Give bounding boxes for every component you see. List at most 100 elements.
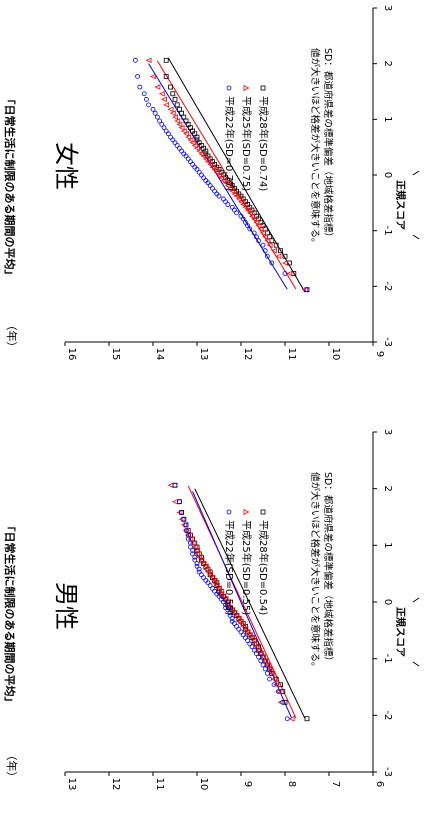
point-triangle [158, 90, 165, 97]
score-tick-label: -1 [382, 226, 393, 236]
point-triangle [275, 253, 282, 260]
score-tick-label: 2 [382, 485, 393, 491]
legend-marker-1 [243, 84, 250, 92]
legend: 平成28年(SD=0.54) 平成25年(SD=0.55) 平成22年(SD=0.5… [223, 508, 270, 615]
point-circle [229, 204, 235, 210]
point-circle [172, 140, 178, 146]
point-triangle [163, 102, 170, 108]
point-square [282, 253, 288, 259]
legend-label: 平成28年(SD=0.54) [257, 520, 270, 615]
point-square [163, 74, 169, 79]
point-circle [284, 716, 290, 722]
point-circle [229, 618, 235, 624]
point-triangle [282, 260, 288, 266]
point-triangle [262, 658, 269, 664]
score-tick-label: -3 [382, 337, 393, 347]
point-circle [275, 689, 281, 694]
point-circle [132, 57, 138, 63]
point-circle [183, 522, 189, 528]
point-circle [253, 651, 259, 656]
sd-note-line: 値が大きいほど格差が大きいことを意味する。 [309, 472, 321, 672]
legend-triangle [243, 508, 250, 516]
point-triangle [185, 532, 192, 538]
sd-note-line: 値が大きいほど格差が大きいことを意味する。 [309, 48, 321, 248]
legend-triangle [243, 84, 250, 92]
legend-label: 平成25年(SD=0.75) [240, 96, 253, 191]
point-square [174, 102, 180, 108]
point-square [194, 137, 200, 143]
point-triangle [288, 715, 295, 722]
chart-1: 910111213141516-3-2-10123平成28年(SD=0.74)平… [3, 5, 420, 361]
point-square [304, 716, 310, 722]
point-circle [247, 641, 253, 647]
point-circle [190, 551, 196, 557]
score-tick-label: 1 [382, 542, 393, 548]
value-tick-label: 14 [154, 348, 165, 361]
point-triangle [169, 110, 176, 117]
point-circle [269, 260, 275, 266]
score-tick-label: -2 [382, 710, 393, 720]
point-circle [253, 234, 259, 240]
point-triangle [251, 641, 258, 647]
point-square [170, 91, 176, 97]
legend: 平成28年(SD=0.74) 平成25年(SD=0.75) 平成22年(SD=0.7… [223, 84, 270, 191]
value-tick-label: 8 [286, 781, 297, 787]
point-circle [174, 143, 180, 148]
point-circle [225, 202, 231, 207]
axis-title-bracket [412, 170, 420, 240]
point-circle [220, 196, 226, 202]
point-square [168, 84, 174, 90]
legend-label: 平成22年(SD=0.55) [223, 520, 236, 615]
legend-marker-1 [243, 508, 250, 516]
point-circle [247, 226, 253, 232]
point-triangle [161, 96, 167, 103]
point-circle [192, 554, 198, 560]
point-circle [231, 207, 237, 213]
point-circle [187, 159, 193, 165]
value-tick-label: 12 [242, 348, 253, 361]
legend-marker-2 [226, 509, 232, 515]
point-triangle [224, 601, 231, 608]
point-circle [264, 253, 270, 259]
point-square [278, 248, 284, 254]
point-circle [143, 96, 149, 102]
point-circle [223, 199, 229, 205]
point-circle [238, 213, 244, 219]
point-circle [267, 676, 273, 682]
legend-square [260, 509, 266, 515]
point-circle [150, 106, 156, 112]
value-tick-label: 7 [330, 781, 341, 787]
point-triangle [154, 84, 161, 90]
point-circle [262, 248, 268, 254]
point-circle [251, 230, 257, 236]
score-tick-label: -2 [382, 281, 393, 291]
legend-marker-0 [260, 509, 266, 515]
point-circle [141, 91, 147, 97]
legend-label: 平成28年(SD=0.74) [257, 96, 270, 191]
y-axis-title: 「日常生活に制限のある期間の平均」 [3, 94, 17, 281]
y-axis-title: 「日常生活に制限のある期間の平均」 [3, 521, 17, 708]
point-circle [146, 102, 152, 108]
point-triangle [266, 666, 273, 672]
fit-line-0 [167, 57, 306, 293]
point-circle [154, 114, 160, 120]
point-circle [161, 125, 167, 131]
point-triangle [271, 676, 277, 682]
point-circle [201, 175, 207, 181]
score-tick-label: 0 [382, 599, 393, 605]
point-circle [183, 528, 189, 533]
point-circle [179, 510, 185, 515]
point-triangle [187, 536, 194, 542]
fit-line-0 [194, 488, 306, 719]
point-triangle [189, 540, 196, 546]
point-circle [159, 121, 165, 127]
legend-circle [226, 85, 232, 91]
point-circle [271, 682, 277, 688]
point-triangle [167, 106, 174, 113]
sd-note-line: SD：都道府県差の標準偏差（地域格差指標） [322, 472, 334, 666]
value-tick-label: 10 [330, 348, 341, 361]
chart-title: 女性 [52, 142, 80, 190]
sd-note-line: SD：都道府県差の標準偏差（地域格差指標） [322, 48, 334, 242]
point-circle [137, 84, 143, 90]
